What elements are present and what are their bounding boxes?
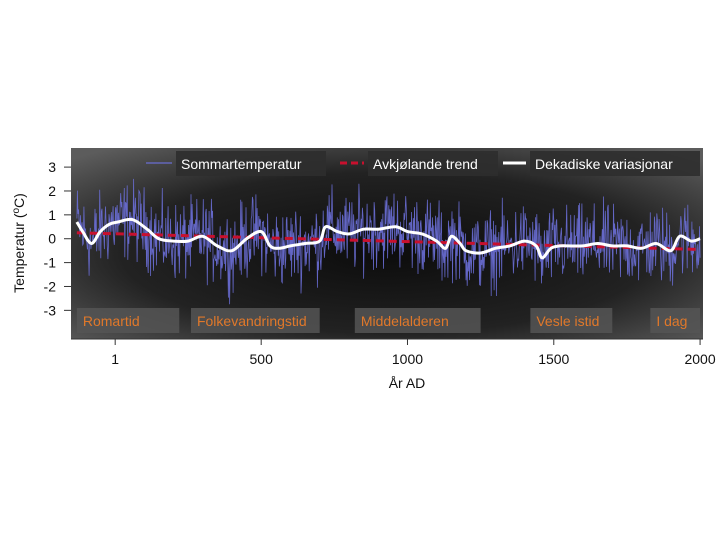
x-axis: 1 500 1000 1500 2000	[71, 338, 716, 367]
y-tick-label: 1	[48, 207, 56, 223]
series-decadal-line	[75, 217, 701, 260]
series-layer	[75, 178, 701, 305]
y-axis-label: Temperatur (oC)	[11, 193, 27, 293]
period-label: Romartid	[83, 313, 140, 329]
legend-label-box	[176, 151, 326, 176]
period-labels: Romartid Folkevandringstid Middelalderen Ve…	[76, 308, 700, 333]
period-label-box	[650, 308, 700, 333]
x-tick-label: 1000	[392, 351, 423, 367]
y-axis-label-main: Temperatur (	[11, 213, 27, 293]
period-label-box	[354, 308, 481, 333]
period-label: I dag	[656, 313, 687, 329]
y-axis-label-sup: o	[11, 207, 22, 213]
period-label: Vesle istid	[536, 313, 599, 329]
y-tick-label: -2	[44, 278, 57, 294]
period-label-box	[530, 308, 613, 333]
legend-label: Sommartemperatur	[181, 156, 302, 172]
y-tick-label: 0	[48, 231, 56, 247]
y-tick-label: -3	[44, 302, 57, 318]
legend-label-box	[368, 151, 498, 176]
period-label-box	[76, 308, 180, 333]
y-tick-label: 2	[48, 183, 56, 199]
y-tick-label: 3	[48, 159, 56, 175]
y-tick-label: -1	[44, 255, 57, 271]
period-label: Middelalderen	[361, 313, 449, 329]
period-label-box	[190, 308, 320, 333]
x-tick-label: 1	[111, 351, 119, 367]
y-axis-label-tail: C)	[11, 193, 27, 208]
legend-label: Dekadiske variasjonar	[535, 156, 673, 172]
period-label: Folkevandringstid	[197, 313, 307, 329]
x-tick-label: 1500	[538, 351, 569, 367]
y-axis: 3 2 1 0 -1 -2 -3	[44, 159, 71, 318]
x-axis-label: År AD	[389, 375, 426, 391]
x-tick-label: 500	[250, 351, 274, 367]
legend-label-box	[530, 151, 700, 176]
legend-label: Avkjølande trend	[373, 156, 478, 172]
x-tick-label: 2000	[684, 351, 715, 367]
series-sommartemperatur-line	[76, 178, 701, 305]
legend: Sommartemperatur Avkjølande trend Dekadisk…	[146, 151, 700, 176]
